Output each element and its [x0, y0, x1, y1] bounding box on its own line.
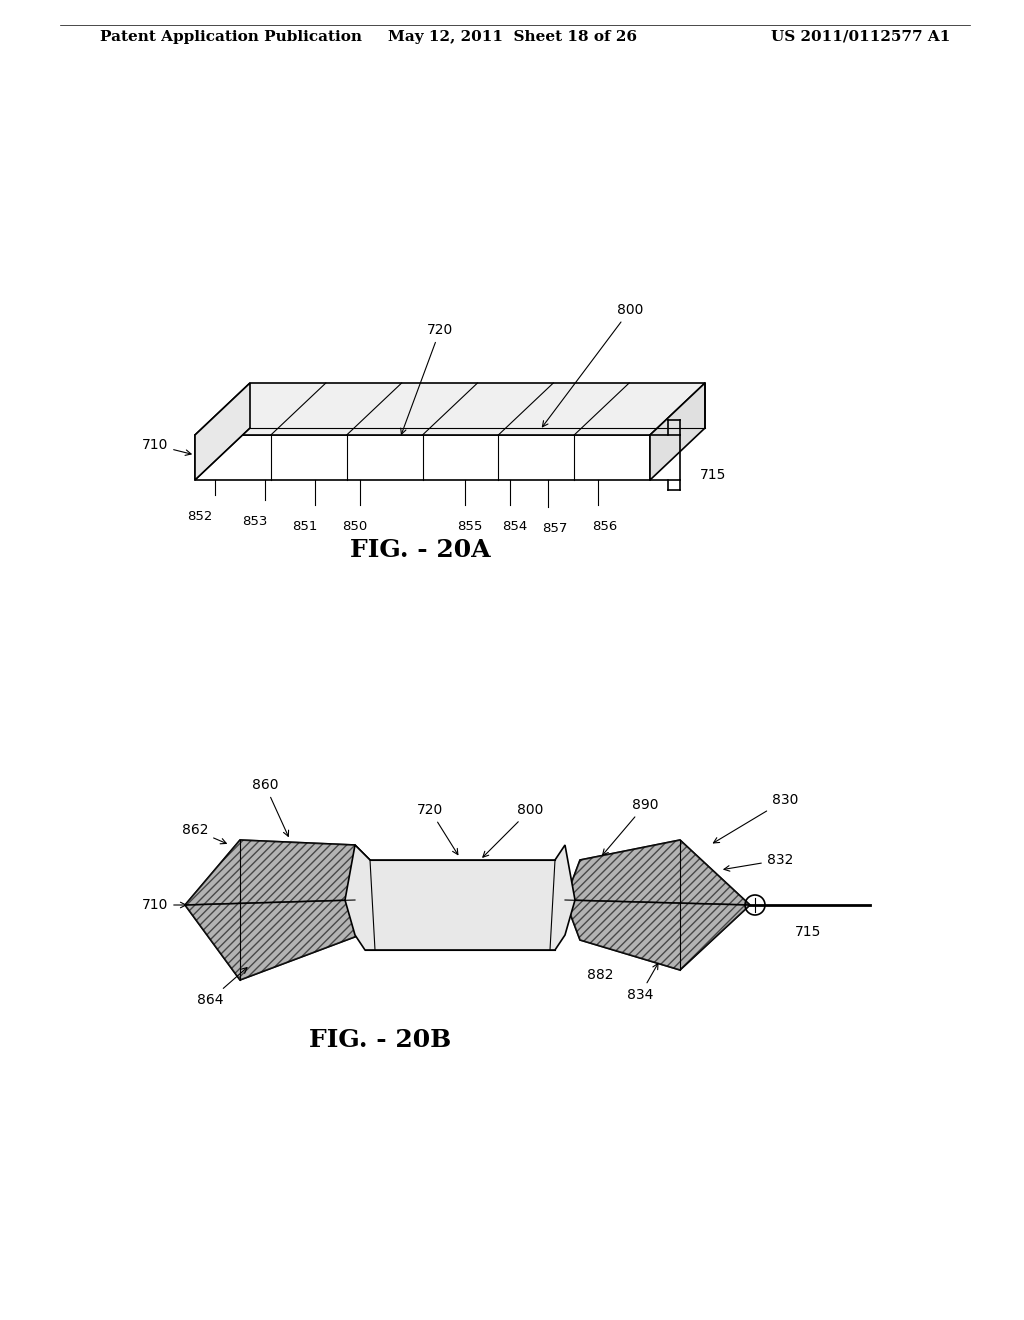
- Text: 720: 720: [417, 803, 458, 854]
- Text: 852: 852: [187, 510, 213, 523]
- Polygon shape: [650, 383, 705, 480]
- Polygon shape: [565, 840, 750, 906]
- Polygon shape: [185, 840, 370, 979]
- Text: 710: 710: [141, 438, 191, 455]
- Text: FIG. - 20A: FIG. - 20A: [349, 539, 490, 562]
- Text: 890: 890: [602, 799, 658, 855]
- Polygon shape: [185, 900, 360, 979]
- Text: 800: 800: [483, 803, 543, 857]
- Text: 800: 800: [543, 304, 643, 426]
- Text: 862: 862: [181, 822, 226, 843]
- Text: 832: 832: [724, 853, 794, 871]
- Text: 715: 715: [700, 469, 726, 482]
- Text: 850: 850: [342, 520, 368, 533]
- Text: 855: 855: [458, 520, 482, 533]
- Text: 851: 851: [292, 520, 317, 533]
- Polygon shape: [185, 840, 355, 906]
- Text: FIG. - 20B: FIG. - 20B: [309, 1028, 452, 1052]
- Text: 854: 854: [503, 520, 527, 533]
- Polygon shape: [345, 845, 575, 950]
- Polygon shape: [565, 840, 750, 970]
- Text: 864: 864: [197, 968, 247, 1007]
- Text: 857: 857: [543, 521, 567, 535]
- Text: US 2011/0112577 A1: US 2011/0112577 A1: [771, 30, 950, 44]
- Text: 856: 856: [592, 520, 617, 533]
- Text: May 12, 2011  Sheet 18 of 26: May 12, 2011 Sheet 18 of 26: [387, 30, 637, 44]
- Text: 710: 710: [141, 898, 186, 912]
- Text: 860: 860: [252, 777, 289, 837]
- Text: 834: 834: [627, 964, 658, 1002]
- Text: 715: 715: [795, 925, 821, 939]
- Text: 830: 830: [714, 793, 798, 843]
- Text: 882: 882: [587, 968, 613, 982]
- Text: 720: 720: [400, 323, 454, 434]
- Polygon shape: [565, 900, 750, 970]
- Polygon shape: [195, 383, 250, 480]
- Polygon shape: [195, 383, 705, 436]
- Text: 853: 853: [243, 515, 267, 528]
- Text: Patent Application Publication: Patent Application Publication: [100, 30, 362, 44]
